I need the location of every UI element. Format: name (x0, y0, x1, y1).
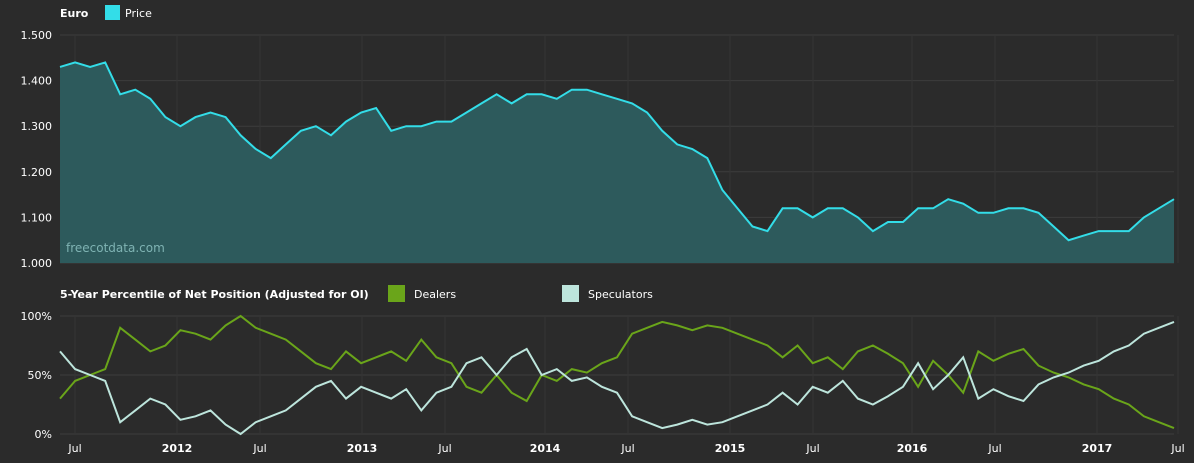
dealers-legend-label[interactable]: Dealers (414, 288, 456, 301)
percentile-y-tick-label: 100% (21, 310, 52, 323)
dealers-line (59, 314, 1175, 430)
speculators-line (59, 320, 1175, 436)
x-axis-tick-label: 2014 (530, 442, 561, 455)
price-y-tick-label: 1.400 (21, 75, 53, 88)
speculators-legend-label[interactable]: Speculators (588, 288, 653, 301)
x-axis-tick-label: 2015 (715, 442, 746, 455)
percentile-grid (60, 315, 1179, 435)
percentile-panel-title: 5-Year Percentile of Net Position (Adjus… (60, 288, 369, 301)
dealers-legend-swatch[interactable] (388, 285, 405, 302)
price-legend-swatch[interactable] (105, 5, 120, 20)
x-axis-tick-label: Jul (67, 442, 81, 455)
x-axis-tick-label: Jul (437, 442, 451, 455)
x-axis-tick-label: 2013 (347, 442, 378, 455)
x-axis-tick-label: Jul (252, 442, 266, 455)
x-axis-tick-label: Jul (1170, 442, 1184, 455)
price-legend-label[interactable]: Price (125, 7, 152, 20)
percentile-y-ticks: 100% 50% 0% (21, 310, 52, 441)
price-y-ticks: 1.500 1.400 1.300 1.200 1.100 1.000 (21, 29, 53, 270)
x-axis-tick-label: Jul (805, 442, 819, 455)
x-axis-ticks: Jul 2012 Jul 2013 Jul 2014 Jul 2015 Jul 2016 Jul 20… (67, 442, 1184, 455)
price-y-tick-label: 1.100 (21, 211, 53, 224)
x-axis-tick-label: 2012 (162, 442, 193, 455)
price-panel-title: Euro (60, 7, 89, 20)
price-line (59, 61, 1175, 242)
x-axis-tick-label: Jul (987, 442, 1001, 455)
price-y-tick-label: 1.500 (21, 29, 53, 42)
watermark: freecotdata.com (66, 241, 165, 255)
percentile-y-tick-label: 50% (28, 369, 52, 382)
price-y-tick-label: 1.200 (21, 166, 53, 179)
speculators-legend-swatch[interactable] (562, 285, 579, 302)
price-y-tick-label: 1.300 (21, 120, 53, 133)
x-axis-tick-label: 2017 (1082, 442, 1113, 455)
price-area (60, 62, 1174, 264)
percentile-y-tick-label: 0% (35, 428, 52, 441)
x-axis-tick-label: Jul (620, 442, 634, 455)
price-y-tick-label: 1.000 (21, 257, 53, 270)
x-axis-tick-label: 2016 (897, 442, 928, 455)
